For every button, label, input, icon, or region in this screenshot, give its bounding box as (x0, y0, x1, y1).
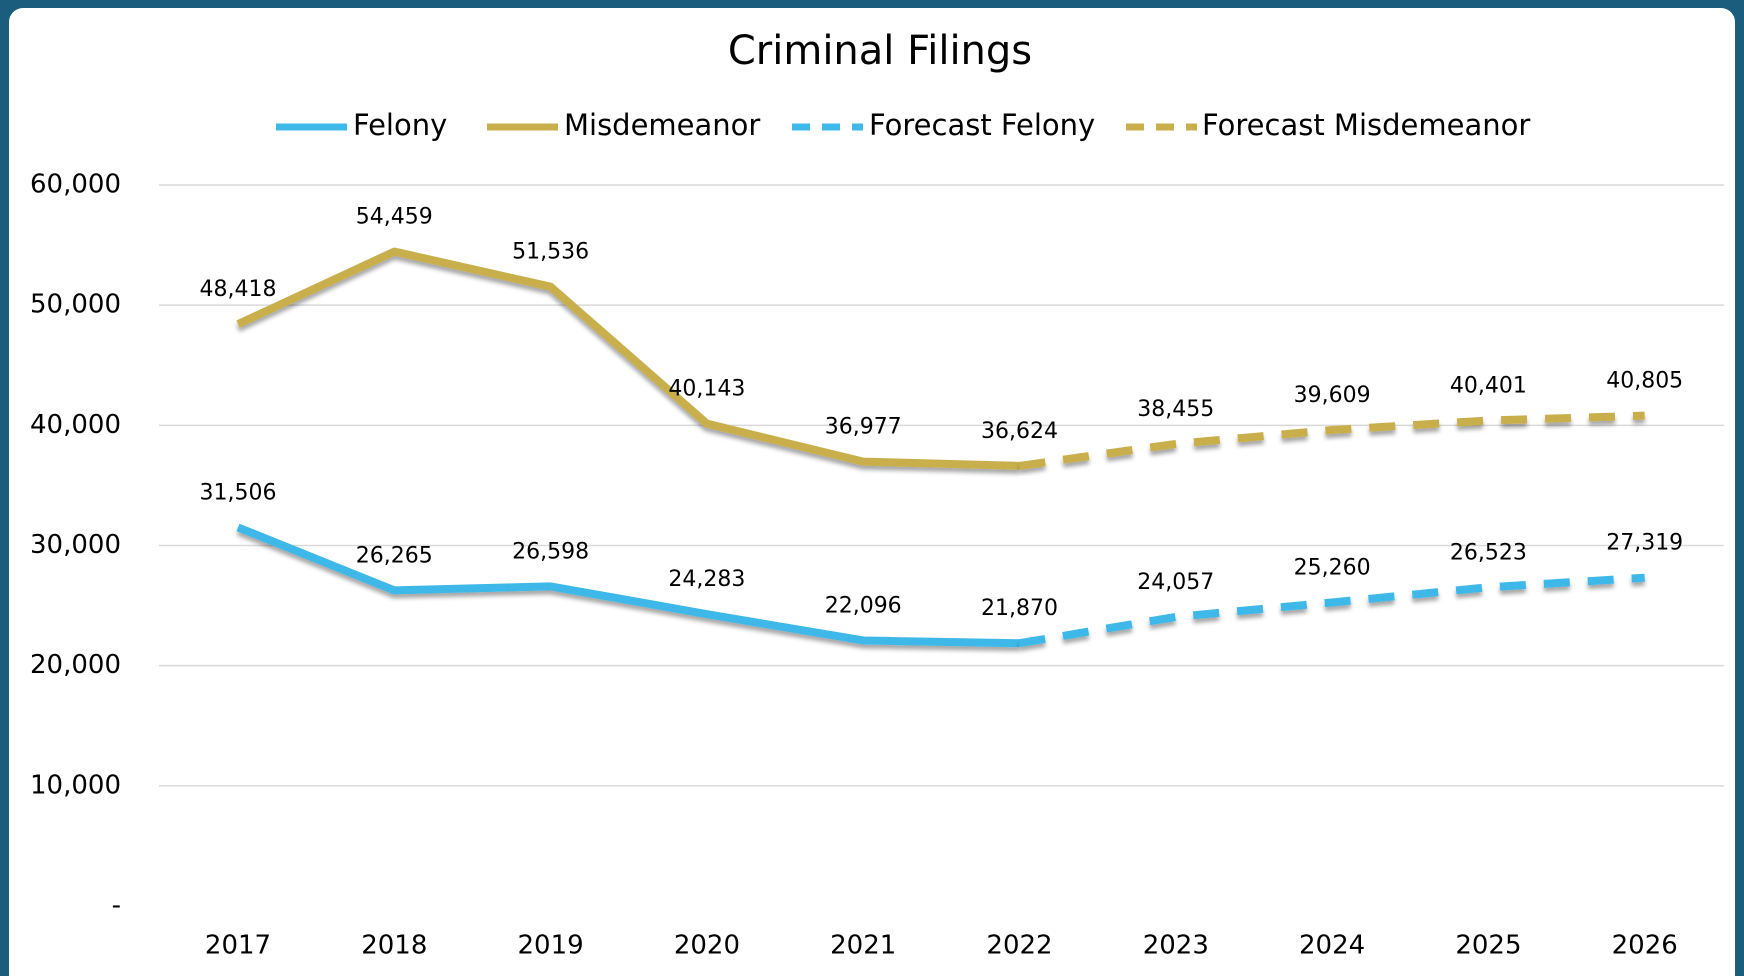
x-tick-label: 2025 (1455, 931, 1521, 961)
x-tick-label: 2026 (1612, 931, 1678, 961)
y-tick-label: 50,000 (30, 290, 121, 320)
data-label: 54,459 (356, 205, 433, 230)
x-tick-label: 2019 (518, 931, 584, 961)
data-label: 51,536 (512, 240, 589, 265)
data-label: 22,096 (825, 593, 902, 618)
x-tick-label: 2021 (830, 931, 896, 961)
data-label: 40,143 (668, 377, 745, 402)
y-tick-label: 10,000 (30, 770, 121, 800)
data-label: 36,624 (981, 419, 1058, 444)
x-tick-label: 2018 (361, 931, 427, 961)
x-tick-label: 2024 (1299, 931, 1365, 961)
data-label: 26,598 (512, 539, 589, 564)
data-label: 25,260 (1294, 555, 1371, 580)
data-label: 24,057 (1137, 570, 1214, 595)
series-line (1018, 573, 1645, 648)
y-tick-label: 60,000 (30, 170, 121, 200)
x-tick-label: 2022 (986, 931, 1052, 961)
data-label: 39,609 (1294, 383, 1371, 408)
data-label: 21,870 (981, 596, 1058, 621)
legend-label: Felony (353, 108, 447, 142)
series-line (1018, 411, 1645, 470)
legend-label: Forecast Felony (869, 108, 1095, 142)
y-tick-label: 20,000 (30, 650, 121, 680)
panel (9, 8, 1735, 980)
series-line (236, 523, 1020, 648)
x-tick-label: 2020 (674, 931, 740, 961)
data-label: 31,506 (200, 480, 277, 505)
data-label: 27,319 (1606, 531, 1683, 556)
data-label: 40,805 (1606, 369, 1683, 394)
y-tick-label: - (112, 891, 121, 921)
series-line (236, 247, 1020, 470)
data-label: 24,283 (668, 567, 745, 592)
data-label: 26,523 (1450, 540, 1527, 565)
y-tick-label: 40,000 (30, 410, 121, 440)
legend-label: Forecast Misdemeanor (1202, 108, 1530, 142)
y-tick-label: 30,000 (30, 530, 121, 560)
x-tick-label: 2023 (1143, 931, 1209, 961)
data-label: 38,455 (1137, 397, 1214, 422)
x-tick-label: 2017 (205, 931, 271, 961)
data-label: 48,418 (200, 277, 277, 302)
data-label: 40,401 (1450, 374, 1527, 399)
legend-label: Misdemeanor (564, 108, 760, 142)
data-label: 26,265 (356, 543, 433, 568)
chart-title: Criminal Filings (728, 28, 1032, 74)
data-label: 36,977 (825, 415, 902, 440)
